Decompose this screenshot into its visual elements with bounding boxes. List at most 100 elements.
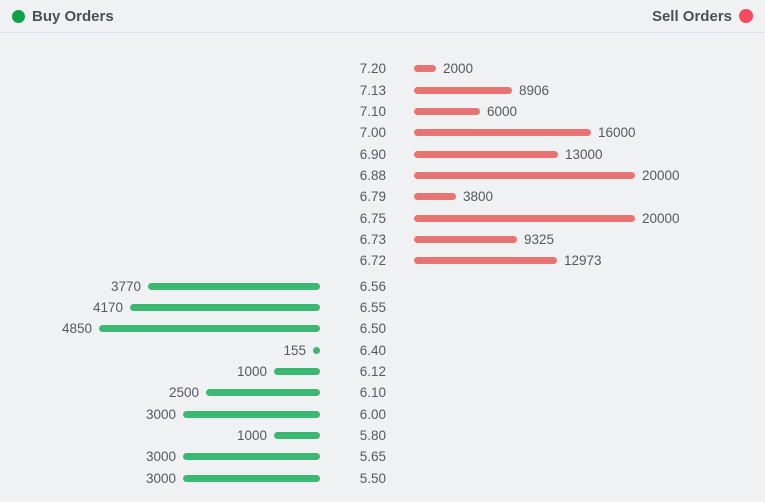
buy-side-area: 3000 xyxy=(0,449,320,464)
buy-quantity-label: 1000 xyxy=(236,428,267,444)
price-label: 7.00 xyxy=(359,125,386,141)
price-label: 7.20 xyxy=(359,61,386,77)
order-row: 1000 5.80 xyxy=(0,425,765,446)
sell-order-bar[interactable] xyxy=(414,150,558,158)
buy-order-bar[interactable] xyxy=(183,474,320,482)
sell-side-area: 3800 xyxy=(414,189,493,204)
sell-side-area: 8906 xyxy=(414,83,549,98)
buy-side-area: 2500 xyxy=(0,385,320,400)
buy-quantity-label: 4850 xyxy=(61,321,92,337)
legend-bar: Buy Orders Sell Orders xyxy=(0,0,765,33)
order-row: 6.75 20000 xyxy=(0,207,765,228)
price-label: 6.79 xyxy=(359,189,386,205)
sell-order-bar[interactable] xyxy=(414,86,512,94)
sell-quantity-label: 9325 xyxy=(524,231,555,247)
buy-order-bar[interactable] xyxy=(183,453,320,461)
sell-order-bar[interactable] xyxy=(414,214,635,222)
order-book-chart: 7.20 2000 7.13 8906 7.10 6000 7.00 16000 6.90 130… xyxy=(0,33,765,489)
price-label: 5.65 xyxy=(359,449,386,465)
buy-order-bar[interactable] xyxy=(130,303,320,311)
order-row: 155 6.40 xyxy=(0,339,765,360)
buy-side-area: 1000 xyxy=(0,364,320,379)
sell-side-area: 20000 xyxy=(414,211,680,226)
order-row: 3000 6.00 xyxy=(0,404,765,425)
order-row: 3000 5.65 xyxy=(0,446,765,467)
price-label: 6.88 xyxy=(359,167,386,183)
buy-side-area: 3770 xyxy=(0,279,320,294)
sell-order-bar[interactable] xyxy=(414,107,480,115)
buy-order-bar[interactable] xyxy=(148,282,320,290)
order-row: 7.13 8906 xyxy=(0,79,765,100)
order-row: 6.72 12973 xyxy=(0,250,765,271)
legend-sell[interactable]: Sell Orders xyxy=(652,8,753,25)
order-row: 6.73 9325 xyxy=(0,229,765,250)
order-row: 4170 6.55 xyxy=(0,297,765,318)
buy-order-bar[interactable] xyxy=(99,325,320,333)
sell-side-area: 20000 xyxy=(414,168,680,183)
sell-quantity-label: 8906 xyxy=(519,82,550,98)
order-row: 7.20 2000 xyxy=(0,58,765,79)
sell-side-area: 13000 xyxy=(414,147,603,162)
price-label: 6.00 xyxy=(359,406,386,422)
sell-side-area: 9325 xyxy=(414,232,554,247)
buy-side-area: 1000 xyxy=(0,428,320,443)
price-label: 6.40 xyxy=(359,342,386,358)
price-label: 5.50 xyxy=(359,470,386,486)
order-row: 1000 6.12 xyxy=(0,361,765,382)
legend-buy[interactable]: Buy Orders xyxy=(12,8,114,25)
buy-dot-icon xyxy=(12,9,25,23)
price-label: 6.50 xyxy=(359,321,386,337)
order-row: 2500 6.10 xyxy=(0,382,765,403)
price-label: 7.10 xyxy=(359,103,386,119)
sell-order-bar[interactable] xyxy=(414,65,436,73)
buy-order-bar[interactable] xyxy=(183,410,320,418)
sell-dot-icon xyxy=(739,9,753,23)
buy-quantity-label: 3000 xyxy=(145,406,176,422)
sell-side-area: 6000 xyxy=(414,104,517,119)
sell-quantity-label: 20000 xyxy=(642,210,680,226)
order-row: 4850 6.50 xyxy=(0,318,765,339)
buy-quantity-label: 2500 xyxy=(168,385,199,401)
buy-order-bar[interactable] xyxy=(206,389,320,397)
sell-quantity-label: 20000 xyxy=(642,167,680,183)
sell-side-area: 12973 xyxy=(414,253,602,268)
sell-quantity-label: 13000 xyxy=(565,146,603,162)
price-label: 6.75 xyxy=(359,210,386,226)
sell-quantity-label: 12973 xyxy=(564,253,602,269)
price-label: 6.56 xyxy=(359,278,386,294)
order-row: 6.79 3800 xyxy=(0,186,765,207)
sell-order-bar[interactable] xyxy=(414,235,517,243)
sell-quantity-label: 16000 xyxy=(598,125,636,141)
buy-order-bar[interactable] xyxy=(274,367,320,375)
sell-side-area: 2000 xyxy=(414,61,473,76)
buy-order-bar[interactable] xyxy=(313,346,320,354)
price-label: 6.72 xyxy=(359,253,386,269)
buy-quantity-label: 4170 xyxy=(92,299,123,315)
buy-quantity-label: 1000 xyxy=(236,363,267,379)
buy-quantity-label: 155 xyxy=(283,342,306,358)
legend-sell-label: Sell Orders xyxy=(651,7,732,25)
price-label: 6.55 xyxy=(359,299,386,315)
price-label: 6.73 xyxy=(359,231,386,247)
sell-order-bar[interactable] xyxy=(414,129,591,137)
sell-order-bar[interactable] xyxy=(414,171,635,179)
price-label: 6.10 xyxy=(359,385,386,401)
buy-quantity-label: 3000 xyxy=(145,470,176,486)
buy-side-area: 3000 xyxy=(0,471,320,486)
buy-side-area: 4170 xyxy=(0,300,320,315)
order-row: 6.90 13000 xyxy=(0,143,765,164)
order-row: 3000 5.50 xyxy=(0,468,765,489)
buy-side-area: 155 xyxy=(0,343,320,358)
order-row: 7.10 6000 xyxy=(0,101,765,122)
price-label: 6.12 xyxy=(359,363,386,379)
buy-quantity-label: 3000 xyxy=(145,449,176,465)
sell-quantity-label: 6000 xyxy=(487,103,518,119)
order-row: 6.88 20000 xyxy=(0,165,765,186)
buy-quantity-label: 3770 xyxy=(110,278,141,294)
sell-quantity-label: 2000 xyxy=(443,61,474,77)
order-row: 7.00 16000 xyxy=(0,122,765,143)
price-label: 7.13 xyxy=(359,82,386,98)
buy-order-bar[interactable] xyxy=(274,432,320,440)
sell-order-bar[interactable] xyxy=(414,257,557,265)
sell-order-bar[interactable] xyxy=(414,193,456,201)
